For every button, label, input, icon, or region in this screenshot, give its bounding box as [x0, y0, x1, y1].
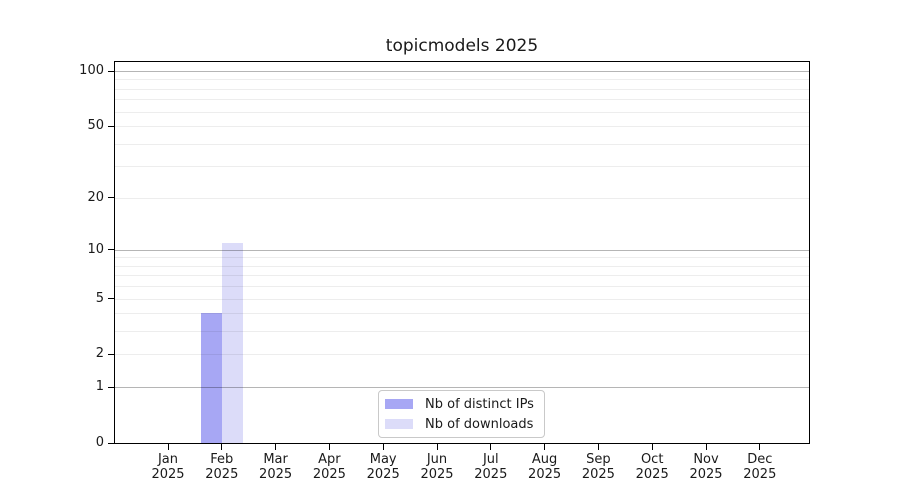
legend-label-downloads: Nb of downloads	[425, 416, 534, 432]
minor-gridline	[115, 313, 809, 315]
plot-area	[114, 61, 810, 444]
y-tick-label: 100	[79, 63, 104, 79]
y-tick-mark	[108, 386, 114, 388]
y-tick-label: 1	[95, 379, 104, 395]
x-tick-label: Sep 2025	[581, 452, 615, 482]
y-tick-label: 0	[95, 435, 104, 450]
x-tick-mark	[328, 444, 330, 450]
y-tick-label: 5	[95, 290, 104, 306]
x-tick-label: May 2025	[366, 452, 400, 482]
chart-title: topicmodels 2025	[385, 36, 539, 56]
y-tick-mark	[108, 442, 114, 444]
x-tick-label: Aug 2025	[528, 452, 562, 482]
y-tick-mark	[108, 197, 114, 199]
legend-item-downloads: Nb of downloads	[385, 417, 544, 432]
major-gridline	[115, 387, 809, 389]
x-tick-label: Nov 2025	[689, 452, 723, 482]
y-tick-mark	[108, 70, 114, 72]
legend-label-distinct-ips: Nb of distinct IPs	[425, 396, 534, 412]
minor-gridline	[115, 354, 809, 356]
minor-gridline	[115, 265, 809, 267]
y-tick-mark	[108, 249, 114, 251]
minor-gridline	[115, 126, 809, 128]
x-tick-label: Jan 2025	[151, 452, 185, 482]
minor-gridline	[115, 275, 809, 277]
minor-gridline	[115, 298, 809, 300]
x-tick-label: Oct 2025	[635, 452, 669, 482]
x-tick-mark	[382, 444, 384, 450]
x-tick-label: Feb 2025	[205, 452, 239, 482]
minor-gridline	[115, 88, 809, 90]
x-tick-label: Dec 2025	[743, 452, 777, 482]
x-tick-label: Jun 2025	[420, 452, 454, 482]
y-tick-label: 2	[95, 346, 104, 362]
x-tick-label: Apr 2025	[312, 452, 346, 482]
minor-gridline	[115, 166, 809, 168]
legend-item-distinct-ips: Nb of distinct IPs	[385, 397, 544, 412]
legend-swatch-distinct-ips	[385, 399, 413, 409]
y-tick-label: 20	[87, 189, 104, 205]
x-tick-mark	[490, 444, 492, 450]
x-tick-mark	[275, 444, 277, 450]
x-tick-mark	[167, 444, 169, 450]
x-tick-mark	[705, 444, 707, 450]
minor-gridline	[115, 99, 809, 101]
x-tick-mark	[651, 444, 653, 450]
y-tick-label: 10	[87, 241, 104, 257]
x-tick-mark	[436, 444, 438, 450]
bar-nb-of-distinct-ips-feb-2025	[200, 313, 222, 443]
legend-swatch-downloads	[385, 419, 413, 429]
minor-gridline	[115, 331, 809, 333]
y-tick-mark	[108, 353, 114, 355]
x-tick-label: Jul 2025	[474, 452, 508, 482]
y-tick-mark	[108, 125, 114, 127]
major-gridline	[115, 71, 809, 73]
x-tick-label: Mar 2025	[259, 452, 293, 482]
minor-gridline	[115, 111, 809, 113]
minor-gridline	[115, 257, 809, 259]
x-tick-mark	[544, 444, 546, 450]
x-tick-mark	[221, 444, 223, 450]
x-tick-mark	[597, 444, 599, 450]
x-tick-mark	[759, 444, 761, 450]
bar-nb-of-downloads-feb-2025	[221, 242, 244, 443]
minor-gridline	[115, 286, 809, 288]
minor-gridline	[115, 79, 809, 81]
legend: Nb of distinct IPs Nb of downloads	[378, 390, 545, 438]
minor-gridline	[115, 197, 809, 199]
y-tick-mark	[108, 298, 114, 300]
y-tick-label: 50	[87, 118, 104, 134]
minor-gridline	[115, 143, 809, 145]
major-gridline	[115, 249, 809, 251]
